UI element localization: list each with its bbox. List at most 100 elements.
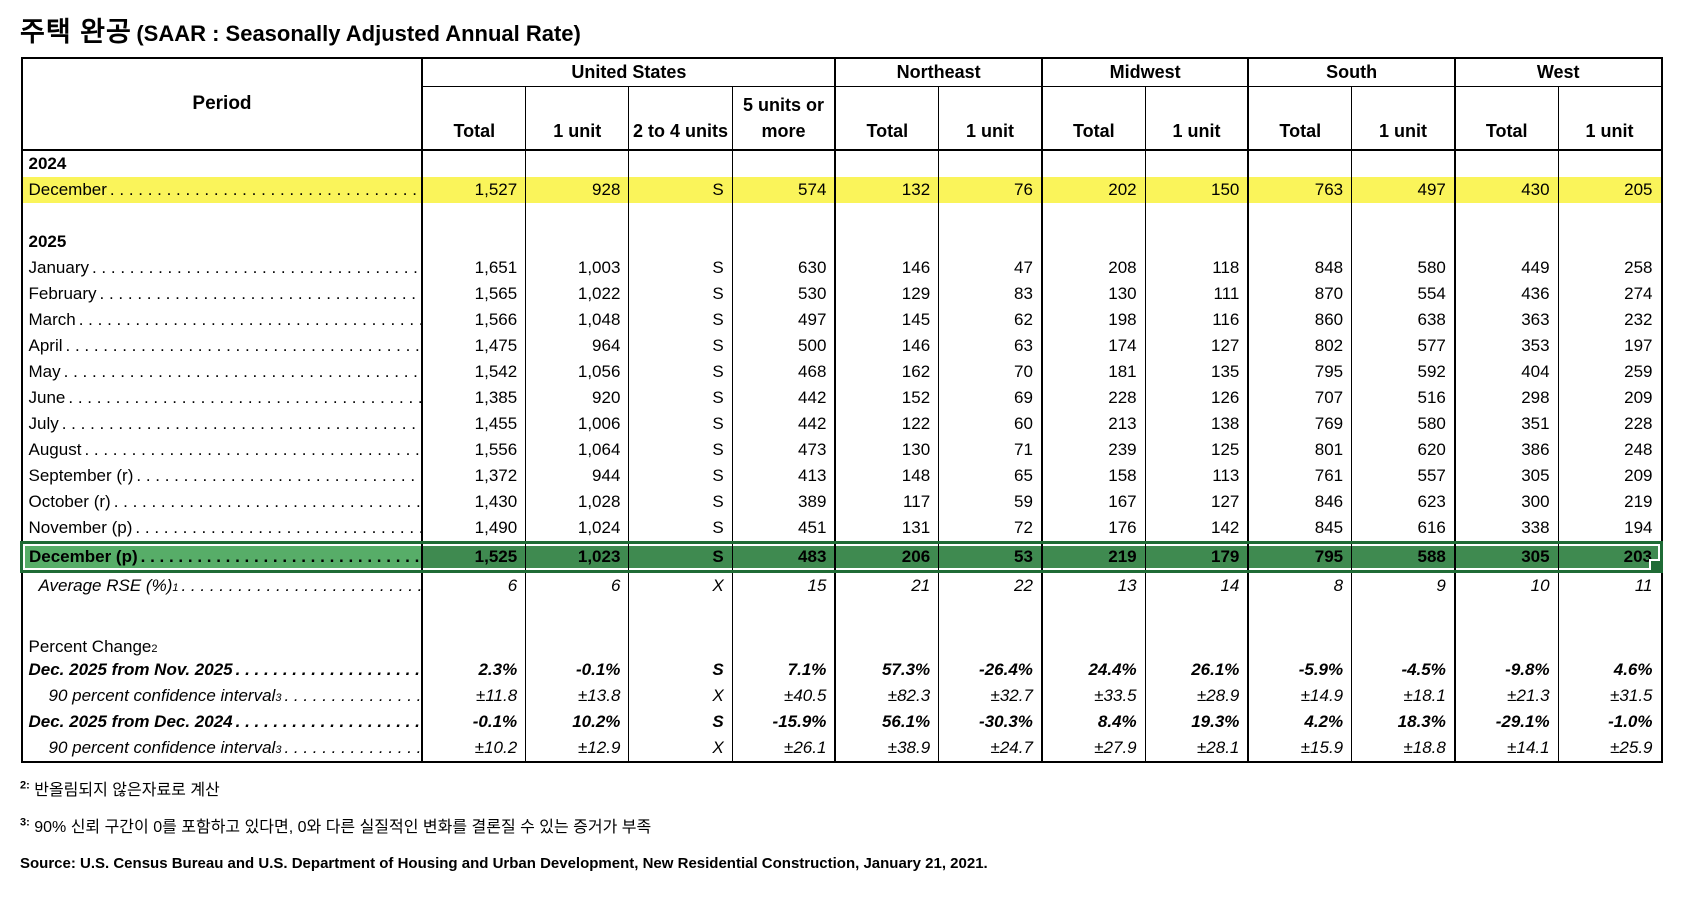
value-cell[interactable]: 76 [938,177,1042,203]
value-cell[interactable]: 19.3% [1144,709,1249,735]
value-cell[interactable]: 194 [1557,515,1662,543]
value-cell[interactable]: 1,022 [525,281,629,307]
value-cell[interactable]: S [628,385,733,411]
value-cell[interactable]: 131 [834,515,939,543]
value-cell[interactable]: 944 [525,463,629,489]
value-cell[interactable]: 150 [1144,177,1249,203]
value-cell[interactable]: 15 [731,571,836,599]
value-cell[interactable]: 122 [834,411,939,437]
value-cell[interactable] [1040,203,1146,229]
value-cell[interactable]: 554 [1351,281,1455,307]
value-cell[interactable]: S [628,281,733,307]
value-cell[interactable]: S [628,307,733,333]
value-cell[interactable]: ±13.8 [525,683,629,709]
value-cell[interactable]: ±10.2 [421,735,526,762]
value-cell[interactable]: 389 [731,489,836,515]
period-cell[interactable]: August [21,437,424,463]
value-cell[interactable]: 574 [731,177,836,203]
value-cell[interactable] [1453,150,1559,177]
value-cell[interactable] [834,203,939,229]
value-cell[interactable]: ±15.9 [1247,735,1352,762]
value-cell[interactable]: 353 [1453,333,1559,359]
value-cell[interactable]: ±18.1 [1351,683,1455,709]
value-cell[interactable]: 152 [834,385,939,411]
value-cell[interactable]: 848 [1247,255,1352,281]
value-cell[interactable]: 616 [1351,515,1455,543]
value-cell[interactable]: S [628,333,733,359]
value-cell[interactable]: 202 [1040,177,1146,203]
value-cell[interactable]: 795 [1247,541,1352,573]
value-cell[interactable]: 1,542 [421,359,526,385]
value-cell[interactable]: 206 [834,541,939,573]
value-cell[interactable] [834,229,939,255]
value-cell[interactable]: 1,455 [421,411,526,437]
value-cell[interactable]: 580 [1351,255,1455,281]
value-cell[interactable]: 65 [938,463,1042,489]
value-cell[interactable]: 10.2% [525,709,629,735]
value-cell[interactable] [421,203,526,229]
value-cell[interactable] [525,599,629,625]
value-cell[interactable]: -29.1% [1453,709,1559,735]
value-cell[interactable]: 24.4% [1040,657,1146,683]
value-cell[interactable]: 70 [938,359,1042,385]
value-cell[interactable] [731,625,836,657]
value-cell[interactable]: 125 [1144,437,1249,463]
value-cell[interactable] [731,599,836,625]
value-cell[interactable]: 111 [1144,281,1249,307]
value-cell[interactable] [1351,599,1455,625]
value-cell[interactable]: -4.5% [1351,657,1455,683]
value-cell[interactable]: 72 [938,515,1042,543]
value-cell[interactable] [525,229,629,255]
value-cell[interactable]: 623 [1351,489,1455,515]
value-cell[interactable] [938,150,1042,177]
value-cell[interactable]: 22 [938,571,1042,599]
value-cell[interactable] [938,203,1042,229]
value-cell[interactable]: 47 [938,255,1042,281]
period-cell[interactable]: 90 percent confidence interval 3 [21,683,424,709]
value-cell[interactable]: 203 [1557,541,1664,573]
value-cell[interactable]: ±24.7 [938,735,1042,762]
value-cell[interactable] [1144,599,1249,625]
value-cell[interactable]: 135 [1144,359,1249,385]
period-cell[interactable]: 2024 [21,150,424,177]
value-cell[interactable]: 53 [938,541,1042,573]
value-cell[interactable] [1247,599,1352,625]
period-cell[interactable]: December (p) [20,541,424,573]
value-cell[interactable]: 8.4% [1040,709,1146,735]
value-cell[interactable]: 630 [731,255,836,281]
value-cell[interactable]: 1,430 [421,489,526,515]
value-cell[interactable]: 795 [1247,359,1352,385]
value-cell[interactable]: 442 [731,385,836,411]
value-cell[interactable] [421,625,526,657]
value-cell[interactable]: 8 [1247,571,1352,599]
value-cell[interactable]: 158 [1040,463,1146,489]
value-cell[interactable]: 117 [834,489,939,515]
value-cell[interactable] [421,150,526,177]
value-cell[interactable]: 179 [1144,541,1249,573]
value-cell[interactable]: 258 [1557,255,1662,281]
value-cell[interactable] [1144,625,1249,657]
value-cell[interactable]: 483 [731,541,836,573]
value-cell[interactable]: 577 [1351,333,1455,359]
value-cell[interactable]: 707 [1247,385,1352,411]
value-cell[interactable]: 305 [1453,541,1559,573]
value-cell[interactable]: 1,024 [525,515,629,543]
value-cell[interactable]: ±26.1 [731,735,836,762]
value-cell[interactable]: 14 [1144,571,1249,599]
value-cell[interactable]: 1,525 [421,541,526,573]
value-cell[interactable]: 59 [938,489,1042,515]
period-cell[interactable]: March [21,307,424,333]
value-cell[interactable]: 404 [1453,359,1559,385]
value-cell[interactable]: 113 [1144,463,1249,489]
value-cell[interactable]: 860 [1247,307,1352,333]
value-cell[interactable] [525,203,629,229]
value-cell[interactable]: 148 [834,463,939,489]
value-cell[interactable]: 205 [1557,177,1662,203]
value-cell[interactable] [1453,203,1559,229]
value-cell[interactable]: 363 [1453,307,1559,333]
value-cell[interactable]: 4.2% [1247,709,1352,735]
value-cell[interactable]: 300 [1453,489,1559,515]
value-cell[interactable]: 870 [1247,281,1352,307]
value-cell[interactable]: 592 [1351,359,1455,385]
value-cell[interactable]: ±25.9 [1557,735,1662,762]
